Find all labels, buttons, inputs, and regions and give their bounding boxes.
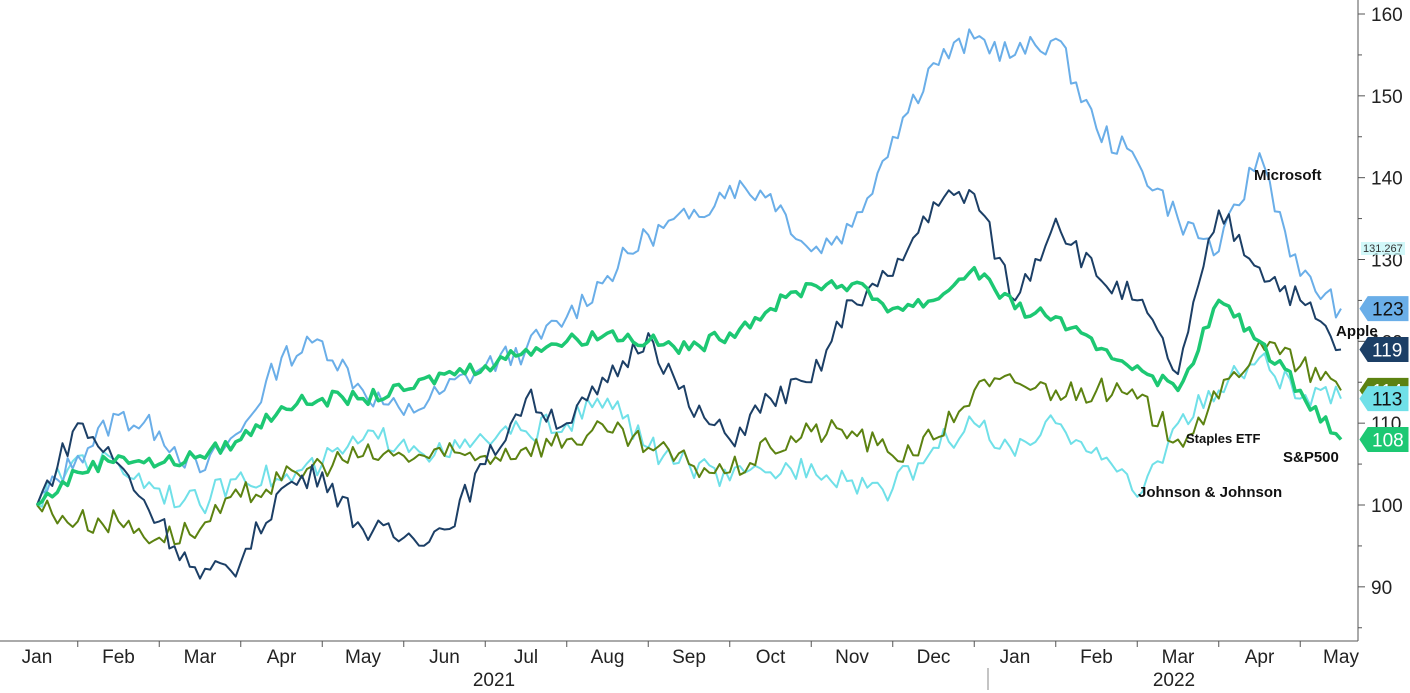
value-tag: [1359, 427, 1409, 453]
x-tick-label: Feb: [1080, 647, 1113, 668]
series-line-staples-etf: [36, 340, 1342, 546]
label-staples: Staples ETF: [1186, 431, 1260, 446]
x-tick-label: May: [345, 647, 381, 668]
series-line-apple: [36, 189, 1342, 580]
series-line-microsoft: [36, 28, 1342, 506]
x-tick-label: Feb: [102, 647, 135, 668]
value-tag: [1359, 337, 1409, 363]
year-label-2022: 2022: [1153, 670, 1195, 691]
value-tag-label: 123: [1372, 300, 1404, 321]
x-tick-label: Dec: [917, 647, 951, 668]
series-line-s-p500: [35, 265, 1343, 507]
value-tag-label: 113: [1372, 390, 1402, 411]
series-labels: Microsoft Apple Staples ETF S&P500 Johns…: [1138, 167, 1378, 501]
label-jnj: Johnson & Johnson: [1138, 484, 1282, 501]
y-tick-label: 160: [1371, 5, 1403, 26]
value-tags: 123119114113108: [1359, 296, 1409, 453]
y-tick-label: 130: [1371, 251, 1403, 272]
x-tick-label: Jan: [1000, 647, 1031, 668]
label-apple: Apple: [1336, 323, 1378, 340]
x-tick-label: Mar: [1162, 647, 1195, 668]
y-tick-label: 100: [1371, 496, 1403, 517]
value-tag: [1359, 386, 1409, 412]
x-tick-label: Apr: [267, 647, 297, 668]
reference-value-bg: [1361, 242, 1405, 255]
y-tick-label: 90: [1371, 578, 1392, 599]
x-tick-label: Jul: [514, 647, 538, 668]
series-layer: [35, 28, 1343, 580]
x-tick-label: Nov: [835, 647, 869, 668]
value-tag-label: 119: [1372, 341, 1402, 362]
x-tick-label: Apr: [1245, 647, 1275, 668]
y-tick-label: 140: [1371, 169, 1403, 190]
y-tick-label: 150: [1371, 87, 1403, 108]
year-label-2021: 2021: [473, 670, 515, 691]
x-tick-label: Oct: [756, 647, 786, 668]
x-tick-label: Aug: [591, 647, 625, 668]
x-tick-label: Mar: [184, 647, 217, 668]
value-tag-label: 108: [1372, 431, 1404, 452]
value-tag: [1359, 296, 1409, 322]
x-tick-label: May: [1323, 647, 1359, 668]
label-microsoft: Microsoft: [1254, 167, 1322, 184]
label-sp500: S&P500: [1283, 449, 1339, 466]
x-tick-label: Jun: [429, 647, 460, 668]
x-tick-label: Jan: [22, 647, 53, 668]
x-tick-label: Sep: [672, 647, 706, 668]
reference-value: 131.267: [1363, 243, 1403, 255]
